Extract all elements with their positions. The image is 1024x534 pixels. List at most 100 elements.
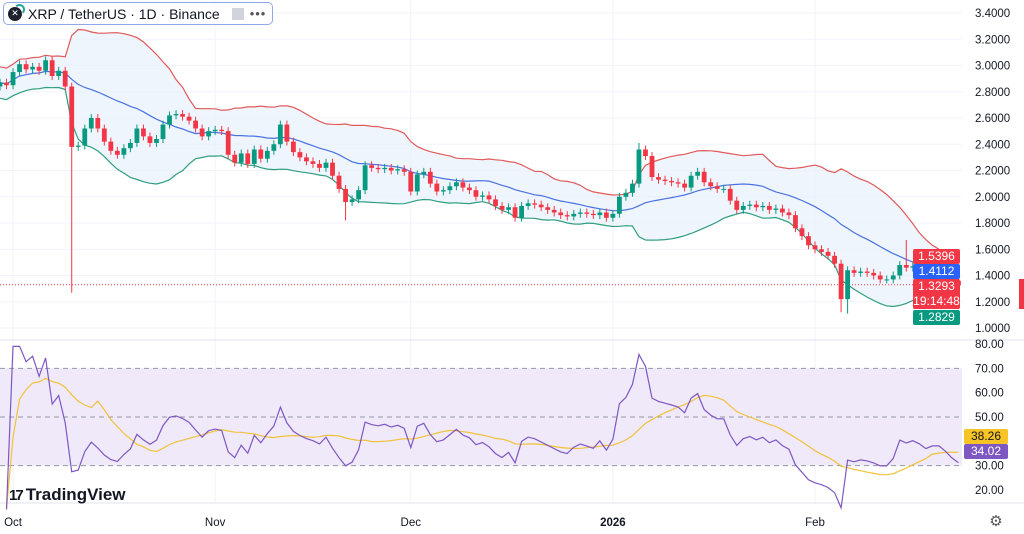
- candle-body: [69, 86, 75, 147]
- bollinger-basis-line: [0, 70, 959, 275]
- bollinger-fill: [0, 29, 959, 307]
- candle: [871, 268, 877, 280]
- candle: [408, 167, 414, 196]
- countdown: 19:14:48: [913, 294, 960, 308]
- candle: [369, 161, 375, 172]
- bb-basis-tag: 1.4112: [913, 264, 960, 279]
- candle: [10, 68, 16, 90]
- ellipsis-icon[interactable]: •••: [249, 6, 267, 21]
- candle: [486, 191, 492, 204]
- candle-body: [310, 161, 316, 164]
- candle-body: [499, 205, 505, 210]
- candle-body: [186, 116, 192, 121]
- price-axis-label: 1.4000: [975, 271, 1010, 283]
- candle-body: [4, 82, 9, 86]
- candle: [434, 179, 440, 196]
- price-axis-label: 2.4000: [975, 139, 1010, 151]
- time-axis-label: Oct: [4, 517, 23, 529]
- candle-body: [134, 128, 140, 143]
- candle-body: [766, 205, 772, 210]
- symbol-legend[interactable]: ✕ XRP / TetherUS · 1D · Binance •••: [3, 2, 274, 25]
- candle-body: [845, 270, 850, 300]
- candle: [199, 124, 205, 141]
- candle-body: [884, 279, 890, 281]
- candle-body: [910, 266, 916, 268]
- candle: [590, 209, 596, 220]
- tradingview-logo-icon: 17: [9, 486, 24, 504]
- candle-body: [108, 141, 114, 151]
- price-axis-label: 2.6000: [975, 113, 1010, 125]
- candle-body: [734, 200, 740, 210]
- candle: [584, 208, 590, 218]
- candle-body: [610, 213, 616, 218]
- candle-body: [636, 149, 642, 184]
- candle: [845, 266, 850, 314]
- rsi-axis-label: 80.00: [975, 339, 1004, 351]
- candle-body: [30, 66, 35, 70]
- candle: [493, 195, 498, 210]
- candle: [186, 112, 192, 125]
- rsi-axis-label: 70.00: [975, 363, 1004, 375]
- candle-body: [395, 169, 401, 171]
- candle-body: [121, 148, 127, 155]
- candle-body: [193, 120, 198, 129]
- candle: [232, 150, 238, 167]
- candle: [343, 184, 348, 221]
- candle: [467, 183, 472, 195]
- candle: [108, 137, 114, 155]
- bollinger-lower-line: [0, 86, 959, 308]
- candle-body: [212, 129, 218, 132]
- candle-body: [525, 203, 531, 206]
- candle: [780, 204, 785, 217]
- candle: [141, 124, 146, 141]
- candle-body: [545, 207, 551, 210]
- candle-body: [180, 114, 185, 117]
- flag-icon[interactable]: [231, 7, 244, 20]
- candle-body: [623, 192, 629, 197]
- candle: [753, 200, 759, 212]
- candle-body: [897, 265, 903, 276]
- candle: [603, 208, 609, 222]
- gear-icon[interactable]: ⚙: [989, 513, 1003, 530]
- candle: [427, 167, 433, 188]
- candle: [401, 165, 407, 176]
- tradingview-logo[interactable]: 17 TradingView: [9, 485, 126, 505]
- candle-body: [43, 60, 49, 71]
- candle: [121, 144, 127, 159]
- candle-body: [603, 212, 609, 218]
- candle: [819, 245, 824, 256]
- candle: [714, 182, 720, 193]
- candle: [75, 141, 81, 151]
- candle: [675, 178, 681, 188]
- candle-body: [584, 212, 590, 214]
- candle: [669, 177, 674, 187]
- candle: [440, 186, 446, 196]
- candle: [284, 120, 290, 146]
- candle-body: [740, 205, 746, 210]
- candle-body: [173, 114, 179, 116]
- candle-body: [799, 228, 805, 237]
- candle-body: [219, 129, 225, 132]
- candle-body: [258, 149, 264, 159]
- candle: [173, 110, 179, 120]
- candle: [734, 196, 740, 214]
- candle: [128, 139, 133, 153]
- candle-body: [101, 128, 107, 142]
- rsi-line: [5, 345, 959, 511]
- candle-body: [727, 188, 733, 201]
- candle-body: [36, 66, 42, 71]
- xrp-logo-icon: ✕: [8, 3, 25, 21]
- candle: [610, 209, 616, 222]
- candle: [682, 179, 687, 192]
- candle-body: [903, 265, 909, 268]
- candle: [766, 202, 772, 214]
- candle: [30, 62, 35, 74]
- candle: [277, 120, 283, 149]
- candle-body: [760, 205, 766, 208]
- candle: [506, 203, 511, 214]
- rsi-axis-label: 20.00: [975, 485, 1004, 497]
- candle: [793, 211, 798, 233]
- candle-body: [10, 72, 16, 86]
- candle: [617, 192, 622, 218]
